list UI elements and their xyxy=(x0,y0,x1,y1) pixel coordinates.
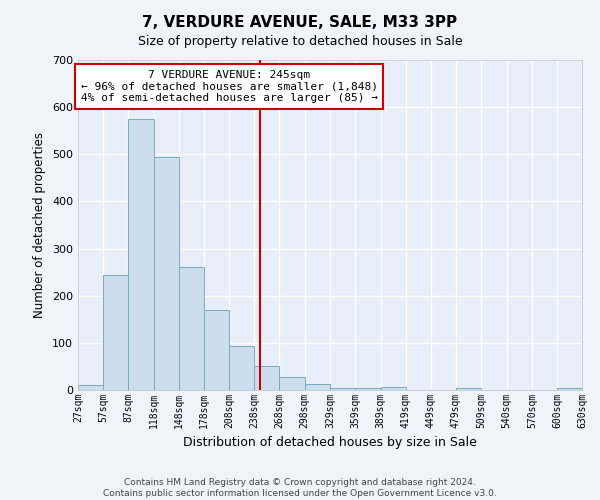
Y-axis label: Number of detached properties: Number of detached properties xyxy=(34,132,46,318)
Text: Size of property relative to detached houses in Sale: Size of property relative to detached ho… xyxy=(137,35,463,48)
Bar xyxy=(305,384,331,390)
Text: 7 VERDURE AVENUE: 245sqm
← 96% of detached houses are smaller (1,848)
4% of semi: 7 VERDURE AVENUE: 245sqm ← 96% of detach… xyxy=(80,70,378,103)
Bar xyxy=(331,388,355,390)
Text: Contains HM Land Registry data © Crown copyright and database right 2024.
Contai: Contains HM Land Registry data © Crown c… xyxy=(103,478,497,498)
Bar xyxy=(179,268,204,390)
Bar xyxy=(154,156,179,390)
Bar xyxy=(456,388,481,390)
Text: 7, VERDURE AVENUE, SALE, M33 3PP: 7, VERDURE AVENUE, SALE, M33 3PP xyxy=(142,15,458,30)
Bar xyxy=(355,388,380,390)
Bar xyxy=(254,366,280,390)
Bar xyxy=(103,274,128,390)
Bar xyxy=(380,387,406,390)
Bar xyxy=(280,377,305,390)
Bar xyxy=(204,310,229,390)
Bar xyxy=(557,388,582,390)
X-axis label: Distribution of detached houses by size in Sale: Distribution of detached houses by size … xyxy=(183,436,477,450)
Bar xyxy=(128,119,154,390)
Bar xyxy=(229,346,254,390)
Bar xyxy=(78,386,103,390)
